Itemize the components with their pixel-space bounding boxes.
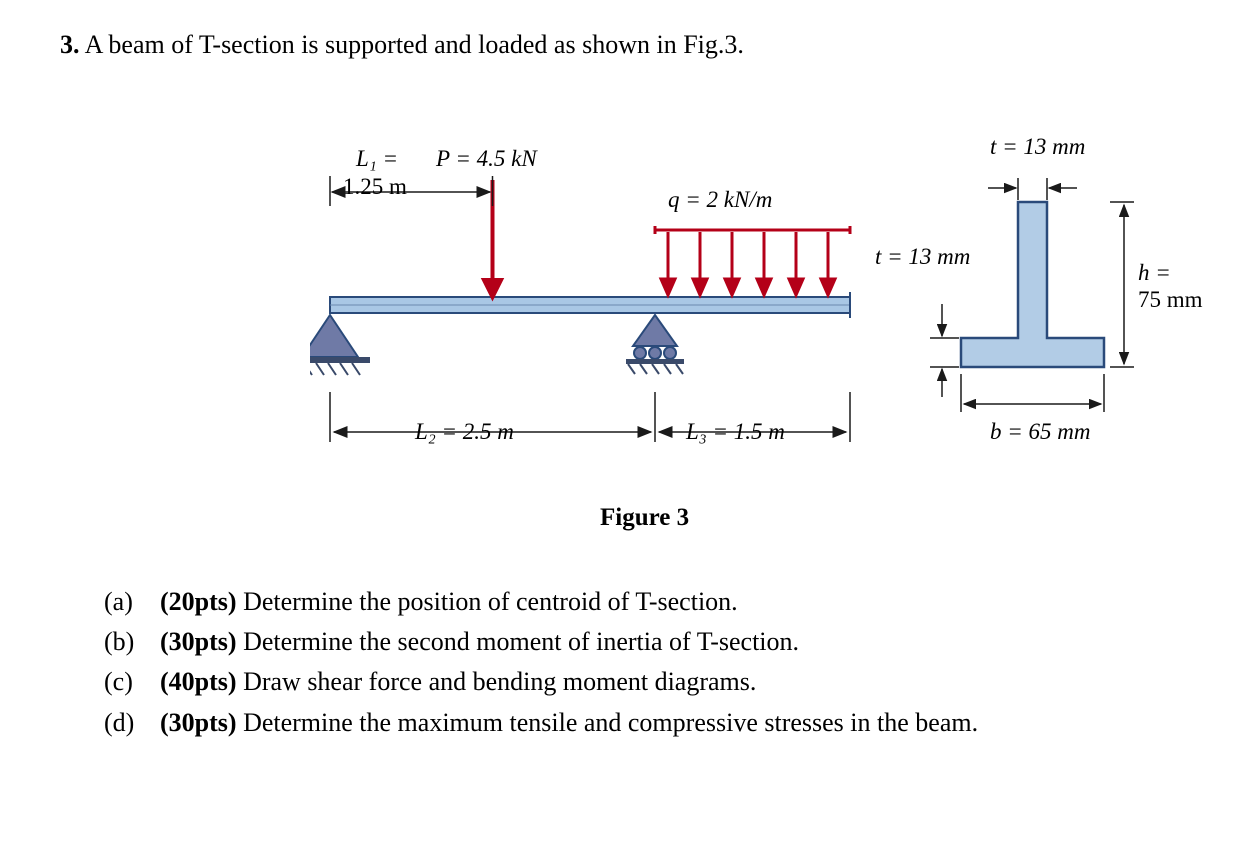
label-L3: L₃ = 1.5 m [686, 419, 785, 445]
label-h-top: h = [1138, 260, 1171, 286]
part-b-text: Determine the second moment of inertia o… [237, 627, 799, 656]
subparts: (a) (20pts) Determine the position of ce… [60, 582, 1188, 743]
page: 3. A beam of T-section is supported and … [0, 0, 1248, 855]
label-q: q = 2 kN/m [668, 187, 772, 213]
figure-3: L₁ = 1.25 m P = 4.5 kN q = 2 kN/m L₂ = 2… [60, 132, 1188, 552]
part-b-tag: (b) [104, 622, 160, 662]
part-d-pts: (30pts) [160, 708, 237, 737]
label-t-top: t = 13 mm [990, 134, 1085, 160]
t-section-diagram [910, 132, 1170, 432]
part-a-pts: (20pts) [160, 587, 237, 616]
label-L1-bot: 1.25 m [343, 174, 407, 200]
part-a-tag: (a) [104, 582, 160, 622]
part-d-tag: (d) [104, 703, 160, 743]
figure-caption: Figure 3 [600, 504, 689, 532]
label-P: P = 4.5 kN [436, 146, 537, 172]
label-L2: L₂ = 2.5 m [415, 419, 514, 445]
label-b: b = 65 mm [990, 419, 1091, 445]
part-b-body: (30pts) Determine the second moment of i… [160, 622, 799, 662]
label-t-side: t = 13 mm [875, 244, 970, 270]
problem-number: 3. [60, 30, 80, 59]
part-c-text: Draw shear force and bending moment diag… [237, 667, 757, 696]
label-h-bot: 75 mm [1138, 287, 1203, 313]
part-c-tag: (c) [104, 662, 160, 702]
part-a-body: (20pts) Determine the position of centro… [160, 582, 738, 622]
problem-statement: 3. A beam of T-section is supported and … [60, 28, 1188, 62]
part-a-text: Determine the position of centroid of T-… [237, 587, 738, 616]
part-c: (c) (40pts) Draw shear force and bending… [104, 662, 1188, 702]
label-L1-top: L₁ = [356, 146, 398, 172]
problem-text: A beam of T-section is supported and loa… [85, 30, 744, 59]
part-c-body: (40pts) Draw shear force and bending mom… [160, 662, 756, 702]
part-c-pts: (40pts) [160, 667, 237, 696]
part-b: (b) (30pts) Determine the second moment … [104, 622, 1188, 662]
part-d: (d) (30pts) Determine the maximum tensil… [104, 703, 1188, 743]
part-b-pts: (30pts) [160, 627, 237, 656]
part-d-text: Determine the maximum tensile and compre… [237, 708, 979, 737]
part-a: (a) (20pts) Determine the position of ce… [104, 582, 1188, 622]
part-d-body: (30pts) Determine the maximum tensile an… [160, 703, 978, 743]
